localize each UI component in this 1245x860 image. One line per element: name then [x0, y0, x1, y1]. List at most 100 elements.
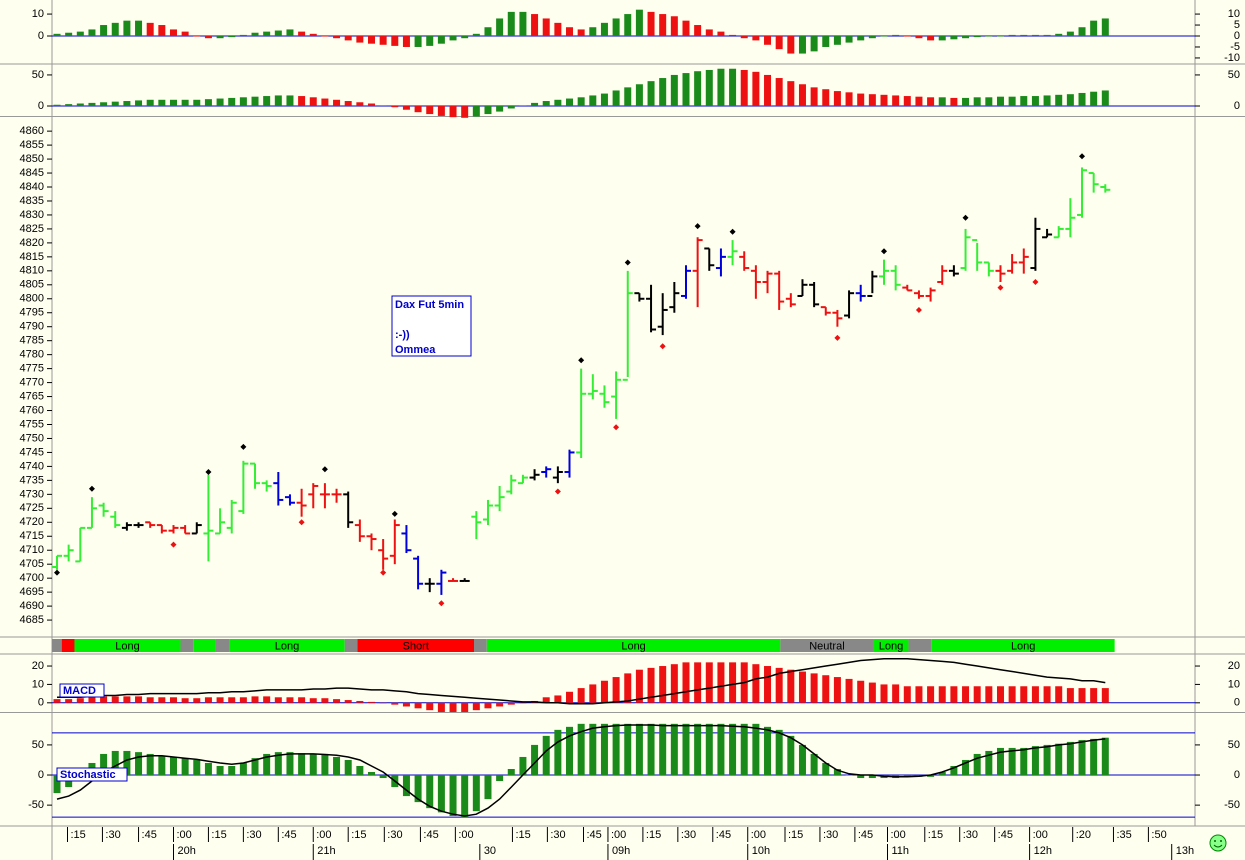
y-tick-label: 4690	[20, 600, 44, 612]
histogram-bar	[670, 664, 678, 703]
histogram-bar	[169, 697, 177, 703]
histogram-bar	[333, 99, 341, 106]
signal-segment	[908, 639, 932, 652]
histogram-bar	[53, 699, 61, 703]
histogram-bar	[76, 31, 84, 37]
histogram-bar	[367, 701, 375, 703]
x-tick-label: :30	[105, 829, 120, 841]
signal-segment	[357, 639, 475, 652]
histogram-bar	[810, 753, 818, 776]
histogram-bar	[962, 36, 970, 39]
signal-segment	[873, 639, 909, 652]
histogram-bar	[682, 723, 690, 776]
histogram-bar	[367, 103, 375, 106]
y-tick-label: 50	[32, 739, 44, 751]
signal-segment	[74, 639, 181, 652]
histogram-bar	[356, 36, 364, 43]
signal-segment	[486, 639, 781, 652]
swing-marker	[240, 443, 247, 450]
histogram-bar	[263, 753, 271, 776]
histogram-bar	[950, 97, 958, 106]
y-tick-label: 4740	[20, 460, 44, 472]
histogram-bar	[880, 684, 888, 703]
histogram-bar	[682, 662, 690, 703]
histogram-bar	[577, 688, 585, 703]
histogram-bar	[1101, 737, 1109, 776]
swing-marker	[391, 510, 398, 517]
histogram-bar	[659, 666, 667, 703]
histogram-bar	[1066, 688, 1074, 703]
histogram-bar	[1055, 686, 1063, 703]
histogram-bar	[973, 97, 981, 106]
histogram-bar	[962, 97, 970, 106]
swing-marker	[438, 600, 445, 607]
histogram-bar	[321, 753, 329, 776]
histogram-bar	[1066, 94, 1074, 106]
histogram-bar	[566, 726, 574, 776]
y-tick-label: 4775	[20, 363, 44, 375]
histogram-bar	[566, 98, 574, 106]
histogram-bar	[1020, 34, 1028, 37]
histogram-bar	[927, 686, 935, 703]
signal-segment	[61, 639, 75, 652]
histogram-bar	[204, 697, 212, 703]
histogram-bar	[402, 702, 410, 707]
histogram-bar	[158, 755, 166, 776]
histogram-bar	[531, 102, 539, 106]
swing-marker	[380, 569, 387, 576]
histogram-bar	[1008, 34, 1016, 37]
histogram-bar	[1043, 34, 1051, 37]
histogram-bar	[135, 100, 143, 106]
histogram-bar	[612, 723, 620, 776]
histogram-bar	[787, 81, 795, 106]
histogram-bar	[938, 36, 946, 41]
histogram-bar	[251, 32, 259, 37]
panel-label: Stochastic	[60, 769, 116, 781]
signal-segment	[780, 639, 874, 652]
histogram-bar	[169, 756, 177, 776]
y-tick-label: 4825	[20, 223, 44, 235]
histogram-bar	[787, 735, 795, 776]
histogram-bar	[193, 99, 201, 106]
swing-marker	[613, 424, 620, 431]
y-tick-label: 4755	[20, 418, 44, 430]
histogram-bar	[263, 31, 271, 37]
histogram-bar	[414, 36, 422, 47]
histogram-bar	[484, 27, 492, 37]
histogram-bar	[239, 762, 247, 776]
swing-marker	[1032, 279, 1039, 286]
histogram-bar	[1101, 688, 1109, 703]
histogram-bar	[1055, 94, 1063, 106]
histogram-bar	[158, 25, 166, 37]
histogram-bar	[775, 729, 783, 776]
histogram-bar	[519, 105, 527, 106]
histogram-bar	[100, 696, 108, 703]
histogram-bar	[542, 735, 550, 776]
x-tick-label: :15	[351, 829, 366, 841]
swing-marker	[170, 541, 177, 548]
histogram-bar	[868, 775, 876, 779]
histogram-bar	[461, 105, 469, 118]
y-tick-label: 0	[1234, 100, 1240, 112]
histogram-bar	[53, 104, 61, 106]
histogram-bar	[298, 96, 306, 106]
histogram-bar	[1078, 92, 1086, 106]
swing-marker	[997, 284, 1004, 291]
histogram-bar	[938, 772, 946, 776]
signal-segment	[344, 639, 358, 652]
histogram-bar	[903, 686, 911, 703]
histogram-bar	[845, 36, 853, 43]
y-tick-label: 50	[1228, 69, 1240, 81]
smiley-eye	[1220, 840, 1222, 842]
histogram-bar	[682, 20, 690, 37]
histogram-bar	[600, 93, 608, 106]
x-tick-label: :00	[458, 829, 473, 841]
day-tick-label: 09h	[612, 845, 630, 857]
histogram-bar	[309, 33, 317, 37]
histogram-bar	[577, 97, 585, 106]
histogram-bar	[566, 27, 574, 37]
histogram-bar	[1055, 743, 1063, 776]
y-tick-label: 4845	[20, 167, 44, 179]
histogram-bar	[449, 775, 457, 816]
histogram-bar	[135, 752, 143, 776]
